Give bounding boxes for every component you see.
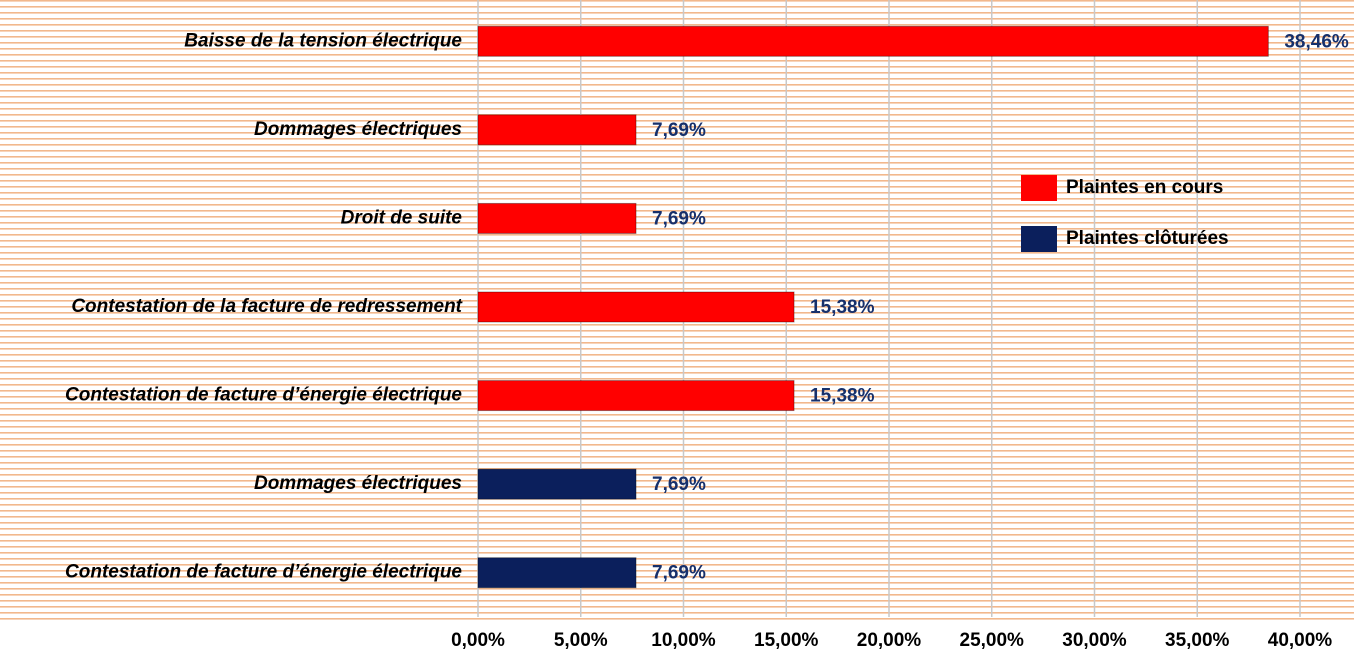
y-tick-label: Contestation de la facture de redresseme… [71, 296, 462, 317]
y-tick-label: Dommages électriques [254, 473, 462, 494]
x-tick-label: 20,00% [857, 630, 922, 651]
value-label: 15,38% [810, 386, 875, 407]
y-tick-label: Contestation de facture d’énergie électr… [65, 385, 462, 406]
y-tick-label: Droit de suite [341, 207, 463, 228]
legend-swatch [1021, 226, 1057, 252]
bar [477, 380, 795, 412]
x-tick-label: 0,00% [451, 630, 505, 651]
y-tick-label: Dommages électriques [254, 119, 462, 140]
bar [477, 468, 637, 500]
x-tick-label: 10,00% [651, 630, 716, 651]
bar [477, 202, 637, 234]
legend-label: Plaintes en cours [1066, 177, 1223, 198]
x-tick-label: 30,00% [1062, 630, 1127, 651]
bar [477, 291, 795, 323]
bar [477, 114, 637, 146]
bar [477, 557, 637, 589]
value-label: 7,69% [652, 120, 706, 141]
legend-label: Plaintes clôturées [1066, 228, 1229, 249]
value-label: 15,38% [810, 297, 875, 318]
value-label: 7,69% [652, 563, 706, 584]
x-tick-label: 15,00% [754, 630, 819, 651]
x-tick-label: 35,00% [1165, 630, 1230, 651]
y-tick-label: Baisse de la tension électrique [184, 30, 462, 51]
x-tick-label: 5,00% [554, 630, 608, 651]
x-tick-label: 25,00% [960, 630, 1025, 651]
x-tick-label: 40,00% [1268, 630, 1333, 651]
value-label: 38,46% [1284, 31, 1349, 52]
legend-swatch [1021, 175, 1057, 201]
value-label: 7,69% [652, 208, 706, 229]
y-tick-label: Contestation de facture d’énergie électr… [65, 562, 462, 583]
bar [477, 25, 1269, 57]
value-label: 7,69% [652, 474, 706, 495]
